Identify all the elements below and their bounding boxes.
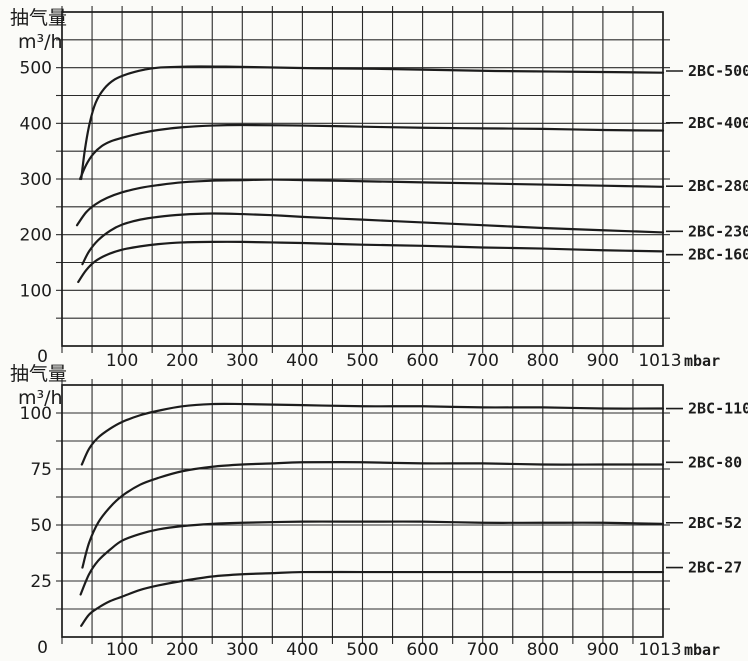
x-axis-unit-label: mbar	[684, 352, 720, 370]
curve-2BC-27	[80, 570, 665, 627]
curve-2BC-160	[77, 240, 665, 284]
series-label-2BC-80: 2BC-80	[688, 453, 742, 471]
y-tick-label: 0	[37, 347, 48, 367]
y-axis-title-units: m³/h	[18, 387, 63, 409]
x-tick-label: 900	[587, 351, 619, 371]
series-label-2BC-500: 2BC-500	[688, 62, 748, 80]
x-tick-label: 700	[466, 351, 498, 371]
series-label-2BC-230: 2BC-230	[688, 222, 748, 240]
y-axis-title: 抽气量	[10, 7, 67, 29]
y-tick-label: 300	[20, 170, 52, 190]
y-axis-title: 抽气量	[10, 363, 67, 385]
x-tick-label: 200	[166, 351, 198, 371]
plot-border	[61, 11, 664, 347]
y-tick-label: 100	[20, 281, 52, 301]
series-label-2BC-110: 2BC-110	[688, 400, 748, 418]
curve-2BC-280	[75, 178, 665, 227]
y-axis-title-units: m³/h	[18, 31, 63, 53]
y-tick-label: 200	[20, 226, 52, 246]
plot-border	[61, 384, 664, 638]
x-tick-label: 700	[466, 640, 498, 660]
curve-2BC-230	[81, 212, 665, 266]
x-tick-label: 300	[226, 640, 258, 660]
series-label-2BC-400: 2BC-400	[688, 114, 748, 132]
series-label-2BC-52: 2BC-52	[688, 514, 742, 532]
y-tick-label: 0	[37, 638, 48, 658]
x-tick-label: 300	[226, 351, 258, 371]
x-tick-label: 600	[406, 351, 438, 371]
x-tick-label: 400	[286, 351, 318, 371]
x-tick-label: 800	[527, 640, 559, 660]
y-tick-label: 100	[20, 404, 52, 424]
x-tick-label: 100	[106, 351, 138, 371]
x-tick-label: 200	[166, 640, 198, 660]
x-tick-label: 100	[106, 640, 138, 660]
curve-2BC-110	[80, 402, 665, 466]
x-tick-label: 400	[286, 640, 318, 660]
series-label-2BC-27: 2BC-27	[688, 559, 742, 577]
x-tick-label: 1013	[638, 640, 681, 660]
x-tick-label: 1013	[638, 351, 681, 371]
y-tick-label: 25	[30, 572, 52, 592]
y-tick-label: 50	[30, 516, 52, 536]
y-tick-label: 75	[30, 460, 52, 480]
x-axis-unit-label: mbar	[684, 641, 720, 659]
curve-2BC-400	[78, 123, 665, 181]
series-label-2BC-160: 2BC-160	[688, 246, 748, 264]
y-tick-label: 500	[20, 59, 52, 79]
curve-2BC-80	[81, 461, 665, 569]
series-label-2BC-280: 2BC-280	[688, 177, 748, 195]
curve-2BC-500	[80, 65, 665, 181]
y-tick-label: 400	[20, 114, 52, 134]
curve-2BC-52	[79, 520, 665, 596]
x-tick-label: 900	[587, 640, 619, 660]
x-tick-label: 500	[346, 640, 378, 660]
x-tick-label: 500	[346, 351, 378, 371]
x-tick-label: 800	[527, 351, 559, 371]
x-tick-label: 600	[406, 640, 438, 660]
